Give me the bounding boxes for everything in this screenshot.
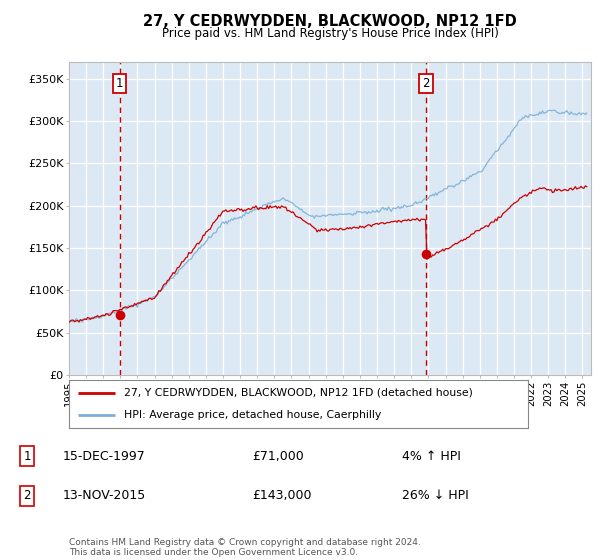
Text: 27, Y CEDRWYDDEN, BLACKWOOD, NP12 1FD (detached house): 27, Y CEDRWYDDEN, BLACKWOOD, NP12 1FD (d… xyxy=(124,388,473,398)
Text: Price paid vs. HM Land Registry's House Price Index (HPI): Price paid vs. HM Land Registry's House … xyxy=(161,27,499,40)
Text: 4% ↑ HPI: 4% ↑ HPI xyxy=(402,450,461,463)
Text: 26% ↓ HPI: 26% ↓ HPI xyxy=(402,489,469,502)
Text: 1: 1 xyxy=(116,77,124,90)
Text: Contains HM Land Registry data © Crown copyright and database right 2024.
This d: Contains HM Land Registry data © Crown c… xyxy=(69,538,421,557)
Text: 2: 2 xyxy=(23,489,31,502)
Text: £71,000: £71,000 xyxy=(252,450,304,463)
Text: 15-DEC-1997: 15-DEC-1997 xyxy=(63,450,146,463)
Text: 27, Y CEDRWYDDEN, BLACKWOOD, NP12 1FD: 27, Y CEDRWYDDEN, BLACKWOOD, NP12 1FD xyxy=(143,14,517,29)
Text: 2: 2 xyxy=(422,77,430,90)
Text: 1: 1 xyxy=(23,450,31,463)
Text: 13-NOV-2015: 13-NOV-2015 xyxy=(63,489,146,502)
Text: £143,000: £143,000 xyxy=(252,489,311,502)
Text: HPI: Average price, detached house, Caerphilly: HPI: Average price, detached house, Caer… xyxy=(124,410,382,420)
